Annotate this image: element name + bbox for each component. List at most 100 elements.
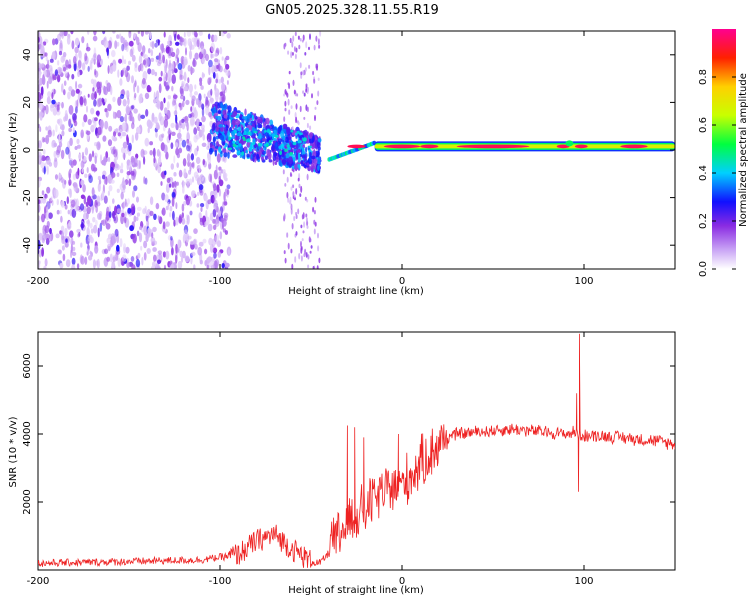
spectrogram-cell [186, 31, 192, 37]
spectrogram-cell [232, 111, 238, 117]
spectrogram-cell [201, 142, 207, 147]
spectrogram-cell [207, 256, 213, 262]
spectrogram-cell [140, 31, 144, 37]
spectrogram-cell [189, 91, 193, 98]
spectrogram-cell [98, 179, 102, 185]
spectrogram-cell [302, 90, 305, 94]
spectrogram-cell [197, 126, 200, 131]
spectrogram-cell [170, 51, 176, 58]
spectrogram-cell [209, 97, 215, 104]
spectrogram-cell [121, 122, 127, 132]
spectrogram-cell [38, 31, 41, 38]
spectrogram-cell [76, 138, 80, 145]
spectrogram-cell [278, 138, 283, 143]
spectrogram-cell [39, 111, 43, 121]
spectrogram-cell [120, 162, 124, 170]
spectrogram-cell [316, 100, 319, 105]
spectrogram-cell [303, 137, 307, 142]
spectrogram-cell [186, 130, 190, 141]
spectrogram-cell [217, 110, 222, 114]
spectrogram-cell [198, 212, 202, 220]
spectrogram-cell [153, 213, 157, 220]
spectrogram-cell [212, 208, 217, 218]
spectrogram-cell [169, 212, 172, 218]
spectrogram-cell [162, 221, 166, 230]
spectrogram-cell [58, 50, 63, 56]
spectrogram-cell [308, 236, 311, 243]
spectrogram-cell [115, 164, 119, 169]
spectrogram-y-tick-label: -40 [22, 237, 33, 253]
spectrogram-cell [160, 171, 165, 178]
colorbar-tick-label: 0.6 [698, 117, 709, 133]
spectrogram-cell [53, 150, 57, 158]
spectrogram-cell [216, 115, 222, 121]
spectrogram-cell [232, 143, 237, 147]
spectrogram-cell [226, 189, 230, 195]
spectrogram-cell [218, 146, 222, 153]
spectrogram-cell [51, 99, 56, 105]
spectrogram-cell [69, 168, 72, 174]
snr-x-tick-label: -200 [27, 576, 50, 587]
spectrogram-cell [290, 203, 293, 211]
spectrogram-cell [58, 133, 61, 144]
spectrogram-cell [151, 232, 154, 239]
spectrogram-cell [111, 172, 116, 179]
spectrogram-cell [225, 63, 230, 70]
spectrogram-cell [158, 52, 161, 62]
spectrogram-cell [69, 230, 74, 238]
spectrogram-cell [68, 118, 72, 127]
spectrogram-cell [59, 42, 63, 53]
spectrogram-cell [294, 197, 296, 201]
spectrogram-cell [294, 31, 297, 37]
spectrogram-cell [122, 141, 128, 149]
spectrogram-cell [151, 40, 155, 50]
spectrogram-cell [167, 95, 171, 100]
spectrogram-cell [128, 162, 132, 171]
spectrogram-cell [210, 52, 213, 59]
spectrogram-cell [74, 37, 80, 46]
spectrogram-cell [289, 196, 292, 204]
spectrogram-cell [79, 203, 85, 211]
spectrogram-cell [232, 154, 238, 158]
spectrogram-cell [189, 210, 193, 216]
spectrogram-cell [317, 245, 320, 252]
spectrogram-cell [66, 196, 70, 205]
spectrogram-cell [47, 59, 50, 68]
spectrogram-cell [202, 238, 207, 244]
spectrogram-cell [191, 103, 195, 114]
spectrogram-cell [38, 91, 42, 102]
spectrogram-y-ticks: -40 -20 0 20 40 [22, 48, 675, 253]
spectrogram-carrier-core [456, 144, 530, 149]
spectrogram-cell [68, 179, 72, 186]
spectrogram-cell [49, 58, 54, 63]
spectrogram-cell [224, 57, 227, 66]
spectrogram-cell [135, 132, 139, 141]
spectrogram-cell [75, 80, 78, 90]
spectrogram-cell [297, 177, 300, 182]
spectrogram-cell [133, 108, 138, 114]
spectrogram-cell [121, 261, 125, 266]
spectrogram-cell [271, 133, 275, 138]
spectrogram-cell [112, 198, 115, 204]
spectrogram-cell [291, 52, 294, 56]
spectrogram-cell [183, 229, 188, 238]
spectrogram-cell [105, 110, 109, 118]
spectrogram-cell [105, 151, 109, 159]
spectrogram-cell [154, 42, 158, 48]
spectrogram-cell [63, 66, 66, 72]
spectrogram-cell [150, 49, 154, 57]
spectrogram-cell [171, 131, 176, 136]
spectrogram-cell [196, 191, 200, 196]
spectrogram-cell [309, 250, 312, 254]
spectrogram-cell [201, 128, 205, 136]
spectrogram-cell [213, 252, 217, 259]
spectrogram-cell [196, 119, 199, 129]
spectrogram-cell [288, 156, 293, 165]
spectrogram-cell [280, 143, 285, 148]
spectrogram-cell [219, 134, 225, 141]
spectrogram-y-tick-label: 20 [22, 96, 33, 109]
spectrogram-cell [152, 147, 156, 158]
spectrogram-cell [172, 210, 175, 221]
spectrogram-cell [156, 61, 162, 67]
spectrogram-cell [125, 149, 128, 155]
